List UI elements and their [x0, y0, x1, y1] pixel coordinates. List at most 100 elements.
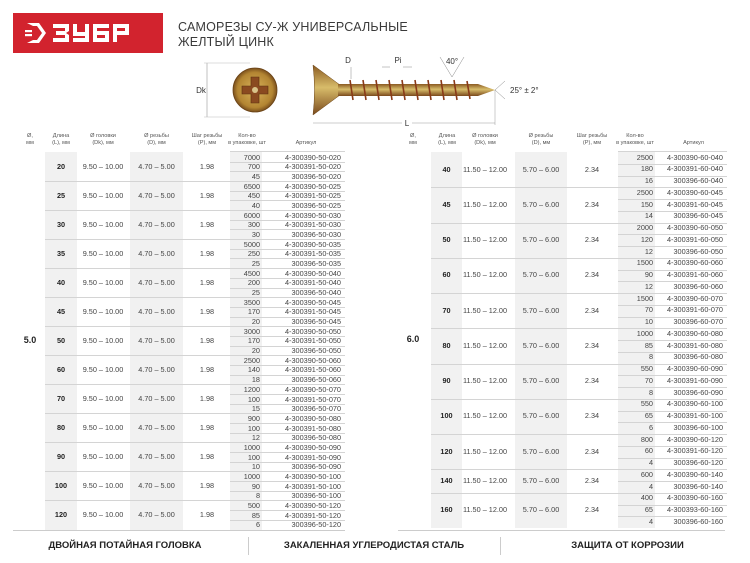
- row-divider: [230, 287, 345, 289]
- length-column-bg: [45, 152, 77, 530]
- length-value: 60: [442, 270, 451, 280]
- pack-qty: 20: [251, 317, 260, 327]
- thread-column-bg: [515, 152, 567, 528]
- header-pitch-line: (P), мм: [582, 140, 602, 146]
- group-divider: [45, 442, 345, 444]
- head-diameter-value: 11.50 – 12.00: [462, 411, 508, 421]
- diameter-value: 5.0: [23, 334, 37, 345]
- article-number: 4-300390-60-090: [667, 364, 723, 373]
- row-divider: [230, 200, 345, 202]
- thread-diameter-value: 4.70 – 5.00: [138, 277, 175, 287]
- header-pitch: Шаг резьбы (P), мм: [567, 133, 617, 147]
- article-number: 300396-50-060: [291, 375, 342, 385]
- row-divider: [618, 387, 727, 388]
- length-value: 140: [440, 476, 453, 485]
- brand-logo: [13, 13, 163, 53]
- group-divider: [45, 413, 345, 415]
- pack-qty: 14: [644, 211, 653, 221]
- article-number: 4-300391-60-060: [667, 270, 723, 279]
- article-number: 4-300391-50-120: [285, 510, 341, 520]
- article-number: 4-300390-50-080: [285, 413, 341, 423]
- head-diameter-value: 11.50 – 12.00: [462, 164, 508, 174]
- article-number: 4-300390-50-035: [285, 239, 341, 249]
- thread-pitch-value: 2.34: [584, 340, 600, 350]
- group-divider: [431, 398, 727, 400]
- pack-qty: 65: [644, 505, 653, 514]
- header-article-line: Артикул: [295, 140, 317, 146]
- pack-qty: 12: [644, 281, 653, 291]
- table-bottom-line: [13, 530, 345, 531]
- group-divider: [45, 500, 345, 502]
- screw-side-view: L D Pi 40° 25° ± 2°: [312, 56, 539, 128]
- header-underline: [618, 151, 727, 152]
- header-length: Длина (L), мм: [40, 133, 82, 147]
- article-number: 300396-50-040: [291, 288, 342, 298]
- pack-qty: 140: [247, 365, 260, 375]
- row-divider: [618, 234, 727, 236]
- pack-qty: 10: [251, 462, 260, 472]
- article-number: 4-300391-60-070: [667, 305, 723, 315]
- head-diameter-value: 9.50 – 10.00: [82, 451, 124, 461]
- pack-qty: 180: [640, 164, 653, 174]
- pack-qty: 90: [251, 481, 260, 491]
- pack-qty: 5000: [243, 239, 260, 249]
- article-number: 300396-50-020: [291, 171, 342, 181]
- thread-column-bg: [130, 152, 183, 530]
- article-number: 4-300390-50-020: [285, 152, 341, 162]
- row-divider: [618, 175, 727, 177]
- length-column-bg: [431, 152, 462, 528]
- title-line-1: САМОРЕЗЫ СУ-Ж УНИВЕРСАЛЬНЫЕ: [178, 20, 408, 34]
- header-underline: [230, 151, 345, 152]
- article-number: 300396-50-120: [291, 520, 342, 530]
- article-number: 4-300391-60-090: [667, 375, 723, 385]
- group-divider: [45, 297, 345, 299]
- article-number: 4-300391-60-040: [667, 164, 723, 174]
- article-number: 4-300390-50-045: [285, 297, 341, 307]
- footer-divider: [500, 537, 501, 555]
- screw-diagram: Dk L D Pi 40° 25° ± 2°: [196, 56, 539, 128]
- head-diameter-value: 9.50 – 10.00: [82, 422, 124, 432]
- pack-qty: 100: [247, 452, 260, 462]
- row-divider: [618, 163, 727, 165]
- article-number: 300396-60-040: [673, 176, 724, 185]
- pack-qty: 65: [644, 411, 653, 420]
- row-divider: [618, 304, 727, 306]
- dk-label: Dk: [196, 86, 207, 95]
- row-divider: [230, 219, 345, 221]
- article-number: 4-300391-60-100: [667, 411, 723, 420]
- thread-diameter-value: 4.70 – 5.00: [138, 161, 175, 171]
- article-number: 300396-60-050: [673, 246, 724, 256]
- article-number: 300396-60-120: [673, 458, 724, 467]
- header-head-line: (Dk), мм: [474, 140, 496, 146]
- pack-qty: 2000: [636, 223, 653, 232]
- length-value: 35: [56, 248, 66, 258]
- row-divider: [618, 210, 727, 212]
- group-divider: [45, 471, 345, 473]
- article-number: 4-300390-60-080: [667, 328, 723, 338]
- article-number: 4-300391-50-080: [285, 423, 341, 433]
- pack-qty: 2500: [636, 152, 653, 162]
- row-divider: [230, 316, 345, 318]
- head-diameter-value: 11.50 – 12.00: [462, 505, 508, 515]
- row-divider: [618, 445, 727, 447]
- article-number: 300396-50-035: [291, 258, 342, 268]
- thread-diameter-value: 5.70 – 6.00: [522, 446, 560, 456]
- thread-pitch-value: 2.34: [584, 446, 600, 456]
- row-divider: [230, 345, 345, 347]
- article-number: 4-300391-50-035: [285, 249, 341, 259]
- header-qty-line: в упаковке, шт: [616, 140, 654, 146]
- length-value: 40: [56, 277, 66, 287]
- article-number: 4-300391-60-120: [667, 446, 723, 456]
- article-number: 4-300391-50-025: [285, 191, 341, 201]
- head-diameter-value: 9.50 – 10.00: [82, 335, 124, 345]
- feature-double-countersunk-head: ДВОЙНАЯ ПОТАЙНАЯ ГОЛОВКА: [48, 540, 202, 551]
- length-value: 25: [56, 190, 66, 200]
- thread-diameter-value: 5.70 – 6.00: [522, 270, 560, 280]
- article-number: 300396-60-060: [673, 281, 724, 291]
- header-head-line: (Dk), мм: [92, 140, 114, 146]
- pack-qty: 45: [251, 171, 260, 181]
- article-number: 4-300390-50-040: [285, 268, 341, 278]
- header-article: Артикул: [660, 140, 727, 147]
- group-divider: [431, 293, 727, 294]
- pack-qty: 40: [251, 200, 260, 210]
